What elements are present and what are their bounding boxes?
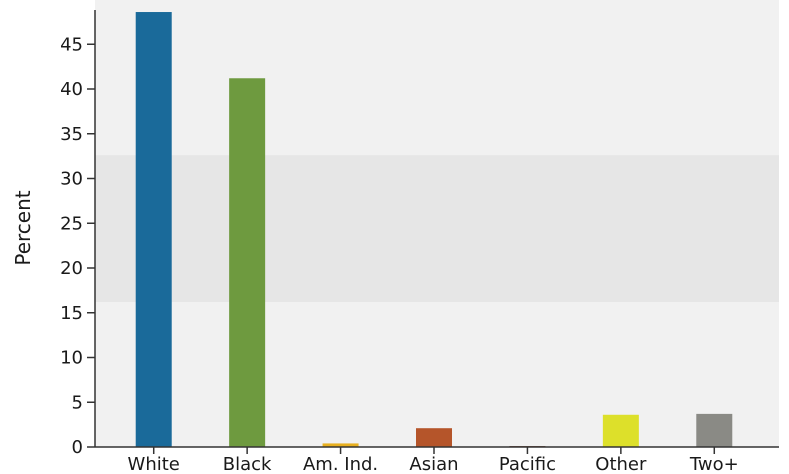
bars-group bbox=[135, 12, 733, 448]
y-axis-title: Percent bbox=[11, 190, 35, 265]
y-tick-label: 20 bbox=[60, 258, 83, 279]
bar-am-ind bbox=[322, 443, 359, 447]
y-tick-label: 10 bbox=[60, 348, 83, 369]
y-tick-label: 40 bbox=[60, 79, 83, 100]
bar-two bbox=[696, 413, 733, 447]
bar-black bbox=[229, 78, 266, 447]
y-tick-label: 35 bbox=[60, 124, 83, 145]
y-tick-label: 45 bbox=[60, 34, 83, 55]
bar-asian bbox=[416, 428, 452, 447]
bar-other bbox=[602, 414, 639, 447]
x-tick-label: White bbox=[128, 454, 180, 474]
y-tick-label: 30 bbox=[60, 169, 83, 190]
x-tick-label: Two+ bbox=[689, 454, 739, 474]
y-tick-label: 5 bbox=[72, 392, 83, 413]
bar-white bbox=[135, 12, 172, 448]
x-tick-label: Other bbox=[595, 454, 647, 474]
x-tick-label: Black bbox=[223, 454, 272, 474]
y-tick-label: 15 bbox=[60, 303, 83, 324]
y-axis: 0 5 10 15 20 25 30 35 40 45 bbox=[60, 10, 96, 458]
x-tick-label: Asian bbox=[409, 454, 458, 474]
y-tick-label: 0 bbox=[72, 437, 83, 458]
x-tick-label: Pacific bbox=[499, 454, 556, 474]
x-tick-labels: White Black Am. Ind. Asian Pacific Other Two+ bbox=[128, 447, 739, 474]
x-tick-label: Am. Ind. bbox=[303, 454, 378, 474]
y-tick-label: 25 bbox=[60, 213, 83, 234]
shaded-band bbox=[95, 155, 779, 303]
